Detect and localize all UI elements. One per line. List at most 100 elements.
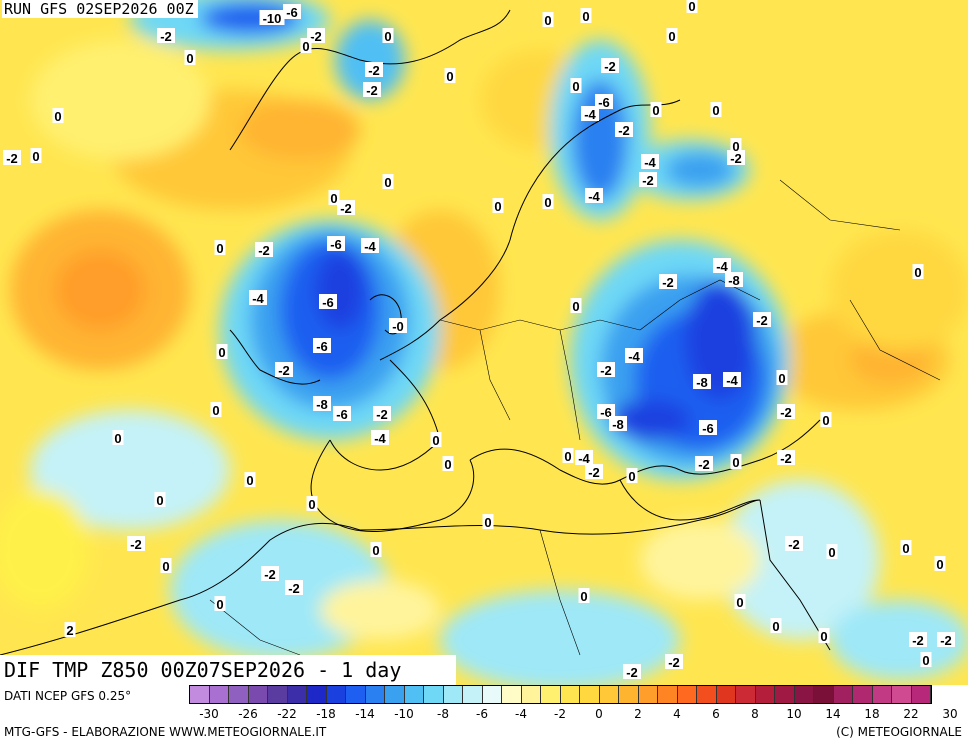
color-swatch	[307, 686, 327, 703]
contour-label: 0	[902, 541, 909, 556]
contour-label-box	[154, 492, 166, 507]
contour-label-box	[820, 412, 832, 427]
color-swatch	[346, 686, 366, 703]
contour-label-box	[777, 450, 795, 465]
contour-label: 0	[32, 149, 39, 164]
contour-label: 0	[828, 545, 835, 560]
contour-label-box	[665, 654, 683, 669]
color-swatch	[287, 686, 307, 703]
contour-label: 0	[494, 199, 501, 214]
contour-label: 0	[688, 0, 695, 14]
contour-label-box	[597, 404, 615, 419]
contour-label: -4	[252, 291, 264, 306]
contour-label: 0	[580, 589, 587, 604]
color-scale-tick: -30	[199, 707, 219, 721]
contour-label-box	[255, 242, 273, 257]
contour-label: 0	[736, 595, 743, 610]
color-scale-tick: 10	[786, 707, 802, 721]
color-scale-tick: 14	[825, 707, 841, 721]
color-scale-tick: -8	[437, 707, 449, 721]
contour-label-box	[623, 664, 641, 679]
color-swatch	[853, 686, 873, 703]
contour-label-box	[389, 318, 407, 333]
contour-label: -6	[322, 295, 334, 310]
contour-label: -2	[278, 363, 290, 378]
contour-label-box	[328, 190, 340, 205]
contour-label-box	[818, 628, 830, 643]
color-swatch	[736, 686, 756, 703]
contour-label-box	[710, 102, 722, 117]
color-scale-tick: 8	[751, 707, 759, 721]
contour-label: 0	[732, 139, 739, 154]
color-swatch	[268, 686, 288, 703]
contour-label-box	[693, 374, 711, 389]
contour-label: -2	[626, 665, 638, 680]
contour-label-box	[210, 402, 222, 417]
color-swatch	[580, 686, 600, 703]
contour-label-box	[244, 472, 256, 487]
contour-label-box	[727, 150, 745, 165]
contour-label-box	[776, 370, 788, 385]
contour-label-box	[259, 10, 285, 25]
contour-label: 0	[330, 191, 337, 206]
contour-label-box	[285, 580, 303, 595]
contour-label-box	[937, 632, 955, 647]
contour-label-box	[912, 264, 924, 279]
contour-label-box	[64, 622, 76, 637]
color-swatch	[463, 686, 483, 703]
data-source-label: DATI NCEP GFS 0.25°	[4, 689, 132, 703]
contour-label-box	[578, 588, 590, 603]
contour-label-box	[785, 536, 803, 551]
contour-labels: -20-10 -6-200-2-200 000-20-6-4 0 0-2-4 -20-2-…	[3, 0, 955, 680]
contour-label-box	[686, 0, 698, 13]
contour-label-box	[300, 38, 312, 53]
contour-label: 0	[156, 493, 163, 508]
color-swatch	[560, 686, 580, 703]
color-swatch	[755, 686, 775, 703]
contour-label-box	[730, 454, 742, 469]
contour-label-box	[52, 108, 64, 123]
contour-label-box	[777, 404, 795, 419]
contour-label-box	[112, 430, 124, 445]
color-scale-tick: -4	[515, 707, 527, 721]
contour-label-box	[650, 102, 662, 117]
contour-label-box	[770, 618, 782, 633]
contour-label-box	[826, 544, 838, 559]
color-swatch	[229, 686, 249, 703]
contour-label-box	[585, 464, 603, 479]
contour-label-box	[327, 236, 345, 251]
contour-label-box	[214, 596, 226, 611]
color-scale-tick: 22	[903, 707, 919, 721]
contour-label: -2	[604, 59, 616, 74]
contour-label-box	[575, 450, 593, 465]
contour-label: 0	[544, 195, 551, 210]
contour-label-box	[625, 348, 643, 363]
color-swatch	[794, 686, 814, 703]
contour-label: -4	[578, 451, 590, 466]
contour-label-box	[337, 200, 355, 215]
contour-label: -2	[756, 313, 768, 328]
contour-label: -10	[263, 11, 282, 26]
contour-label-box	[920, 652, 932, 667]
contour-label: -6	[316, 339, 328, 354]
contour-label: 0	[572, 79, 579, 94]
contour-label: -6	[702, 421, 714, 436]
contour-label-box	[615, 122, 633, 137]
contour-label-box	[609, 416, 627, 431]
contour-label-box	[160, 558, 172, 573]
contour-label-box	[319, 294, 337, 309]
contour-label-box	[713, 258, 731, 273]
contour-label: -2	[642, 173, 654, 188]
contour-label-box	[734, 594, 746, 609]
contour-label: -4	[364, 239, 376, 254]
color-swatch	[190, 686, 210, 703]
contour-label: -6	[600, 405, 612, 420]
color-swatch	[365, 686, 385, 703]
contour-label: 0	[432, 433, 439, 448]
contour-label-box	[601, 58, 619, 73]
contour-label: 0	[652, 103, 659, 118]
contour-label: -6	[330, 237, 342, 252]
contour-label-box	[371, 430, 389, 445]
borders	[209, 179, 941, 656]
field-title: DIF TMP Z850 00Z07SEP2026 - 1 day	[0, 655, 456, 685]
